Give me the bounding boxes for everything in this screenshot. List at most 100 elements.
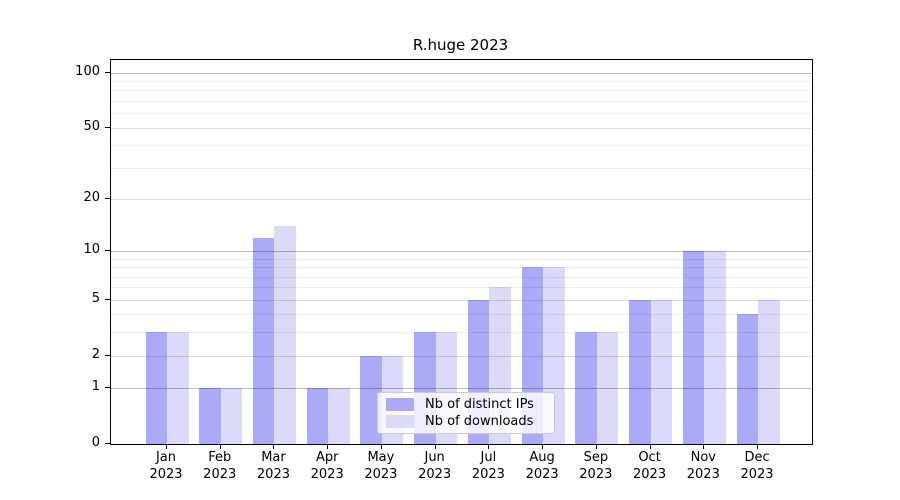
bar-distinct-ips	[682, 250, 705, 444]
gridline-minor	[111, 145, 812, 147]
gridline-major	[111, 198, 812, 200]
x-tick-month: Nov	[690, 450, 716, 465]
gridline-major	[111, 388, 812, 390]
y-tick-label: 2	[91, 346, 100, 362]
x-tick-month: Dec	[744, 450, 770, 465]
bar-distinct-ips	[360, 355, 382, 444]
y-tick-label: 10	[83, 241, 100, 257]
x-tick-month: Sep	[583, 450, 609, 465]
bar-distinct-ips	[145, 332, 167, 444]
x-tick-label: Jul 2023	[472, 450, 505, 483]
x-tick	[380, 444, 382, 449]
x-tick	[219, 444, 221, 449]
x-tick-year: 2023	[525, 466, 559, 482]
y-tick	[105, 354, 110, 356]
y-tick-label: 0	[91, 435, 100, 450]
gridline-minor	[111, 287, 812, 289]
legend-swatch	[386, 398, 414, 411]
x-tick	[327, 444, 329, 449]
x-tick-year: 2023	[633, 466, 667, 482]
x-tick-year: 2023	[364, 466, 398, 482]
bar-distinct-ips	[306, 388, 329, 444]
y-tick	[105, 387, 110, 389]
x-tick-month: May	[367, 450, 395, 465]
legend: Nb of distinct IPs Nb of downloads	[377, 392, 555, 434]
x-tick	[542, 444, 544, 449]
x-tick-label: Feb 2023	[203, 450, 236, 483]
y-tick	[105, 126, 110, 128]
gridline-major	[111, 72, 812, 74]
y-tick-label: 50	[83, 118, 100, 134]
x-tick-label: Sep 2023	[579, 450, 612, 483]
x-tick	[488, 444, 490, 449]
x-tick-year: 2023	[310, 466, 344, 482]
y-tick-label: 5	[91, 290, 100, 306]
x-tick-month: Apr	[315, 450, 339, 465]
x-tick-year: 2023	[256, 466, 290, 482]
bar-downloads	[328, 388, 350, 444]
gridline-minor	[111, 90, 812, 92]
bar-distinct-ips	[199, 388, 221, 444]
chart-title: R.huge 2023	[412, 36, 509, 54]
bar-distinct-ips	[629, 299, 651, 444]
legend-swatch	[386, 415, 414, 428]
gridline-minor	[111, 167, 812, 169]
x-tick-label: Mar 2023	[257, 450, 290, 483]
x-tick-label: Jun 2023	[418, 450, 451, 483]
x-tick-month: Aug	[529, 450, 555, 465]
y-tick	[105, 443, 110, 444]
plot-area	[110, 59, 813, 445]
x-tick	[703, 444, 705, 449]
gridline-minor	[111, 113, 812, 115]
x-tick	[166, 444, 167, 449]
bar-distinct-ips	[252, 237, 275, 444]
y-tick-label: 20	[83, 189, 100, 205]
x-tick-month: Feb	[208, 450, 232, 465]
x-tick-label: Jan 2023	[149, 450, 182, 483]
x-tick-year: 2023	[740, 466, 774, 482]
bar-downloads	[650, 299, 673, 444]
legend-row: Nb of distinct IPs	[386, 397, 546, 412]
x-tick	[595, 444, 597, 449]
y-tick-label: 1	[91, 379, 100, 395]
y-tick	[105, 298, 110, 300]
gridline-minor	[111, 100, 812, 102]
x-tick-label: Dec 2023	[740, 450, 773, 483]
y-tick	[105, 249, 110, 251]
x-tick	[757, 444, 759, 449]
x-tick-year: 2023	[203, 466, 237, 482]
bar-distinct-ips	[575, 332, 597, 444]
bar-distinct-ips	[736, 314, 759, 444]
bar-downloads	[167, 332, 189, 444]
x-tick-month: Mar	[261, 450, 286, 465]
x-tick-month: Jan	[155, 450, 177, 465]
gridline-major	[111, 299, 812, 301]
x-tick-label: Nov 2023	[687, 450, 720, 483]
bar-downloads	[596, 332, 619, 444]
x-tick-label: May 2023	[364, 450, 397, 483]
bar-downloads	[220, 388, 243, 444]
bar-downloads	[274, 226, 296, 444]
gridline-major	[111, 250, 812, 252]
x-tick-label: Aug 2023	[526, 450, 559, 483]
gridline-minor	[111, 267, 812, 269]
x-tick-label: Oct 2023	[633, 450, 666, 483]
gridline-minor	[111, 80, 812, 82]
x-tick-year: 2023	[579, 466, 613, 482]
legend-row: Nb of downloads	[386, 414, 546, 429]
legend-label: Nb of downloads	[425, 414, 534, 429]
x-tick-year: 2023	[471, 466, 505, 482]
bar-downloads	[758, 299, 780, 444]
x-tick-month: Jul	[480, 450, 497, 465]
x-tick-label: Apr 2023	[311, 450, 344, 483]
x-tick-year: 2023	[686, 466, 720, 482]
x-tick	[649, 444, 651, 449]
y-tick	[105, 197, 110, 199]
gridline-minor	[111, 276, 812, 278]
gridline-minor	[111, 314, 812, 316]
gridline-major	[111, 127, 812, 129]
gridline-major	[111, 355, 812, 357]
y-tick	[105, 71, 110, 73]
x-tick	[434, 444, 436, 449]
